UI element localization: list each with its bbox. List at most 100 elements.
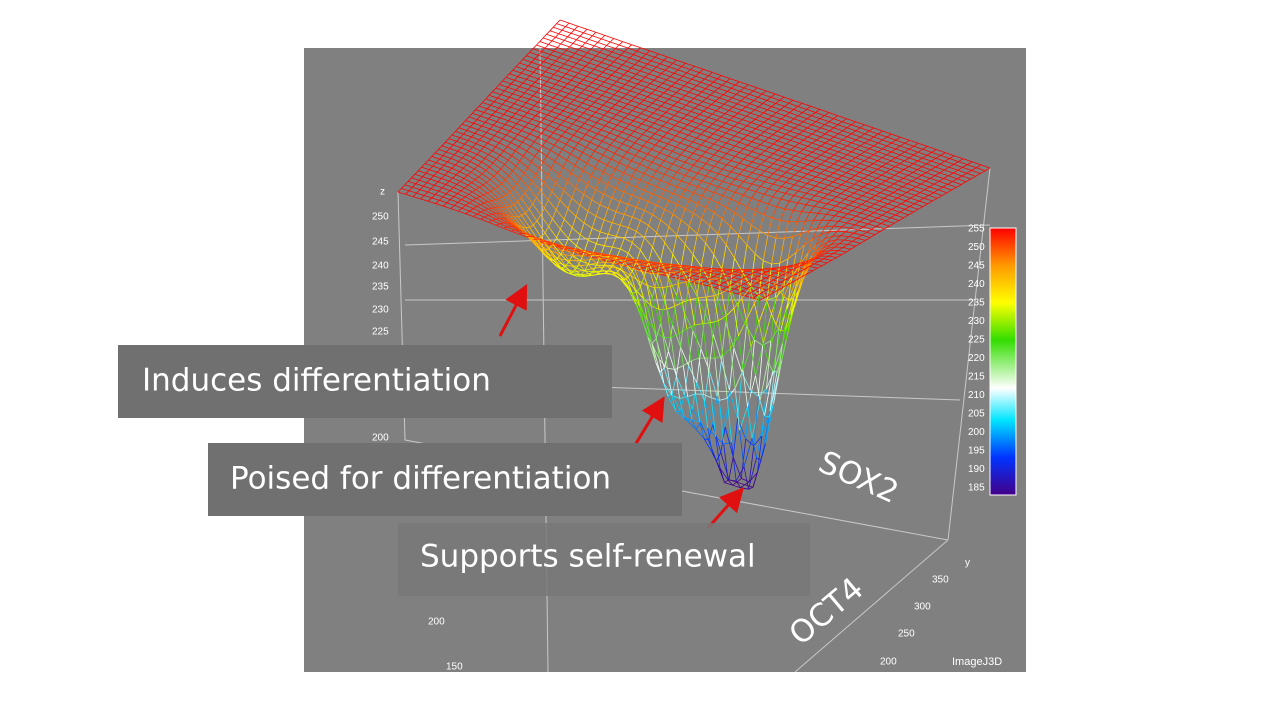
mesh-line: [824, 157, 830, 162]
mesh-line: [489, 176, 495, 180]
mesh-line: [718, 186, 727, 190]
mesh-line: [771, 267, 777, 270]
mesh-line: [622, 94, 627, 98]
mesh-line: [705, 84, 710, 89]
mesh-line: [777, 137, 782, 142]
mesh-line: [458, 123, 463, 129]
mesh-line: [574, 148, 583, 153]
mesh-line: [824, 112, 830, 116]
mesh-line: [818, 197, 824, 203]
mesh-line: [652, 186, 657, 194]
mesh-line: [852, 207, 858, 211]
mesh-line: [714, 88, 719, 92]
mesh-line: [752, 90, 763, 95]
mesh-line: [823, 184, 829, 189]
mesh-line: [638, 60, 648, 65]
mesh-line: [706, 94, 711, 99]
mesh-line: [852, 210, 861, 214]
mesh-line: [779, 290, 785, 298]
mesh-line: [505, 130, 510, 136]
mesh-line: [445, 184, 454, 188]
mesh-line: [783, 296, 789, 300]
mesh-line: [485, 122, 494, 126]
mesh-line: [543, 81, 548, 86]
mesh-line: [826, 246, 835, 249]
mesh-line: [485, 170, 495, 177]
mesh-line: [683, 82, 689, 87]
mesh-line: [663, 143, 669, 149]
mesh-line: [651, 157, 657, 163]
mesh-line: [785, 115, 795, 120]
mesh-line: [453, 144, 462, 149]
mesh-line: [478, 105, 488, 110]
mesh-line: [789, 307, 795, 323]
mesh-line: [900, 145, 910, 150]
mesh-line: [483, 202, 493, 209]
mesh-line: [721, 136, 731, 140]
mesh-line: [700, 266, 710, 282]
mesh-line: [731, 281, 737, 285]
mesh-line: [769, 369, 775, 412]
mesh-line: [656, 260, 661, 281]
mesh-line: [480, 202, 485, 205]
mesh-line: [687, 82, 697, 86]
mesh-line: [766, 340, 772, 390]
mesh-line: [735, 167, 744, 171]
mesh-line: [816, 127, 821, 132]
mesh-line: [593, 42, 598, 47]
mesh-line: [556, 245, 561, 248]
mesh-line: [446, 193, 455, 197]
mesh-line: [845, 186, 851, 191]
colorbar-tick-label: 245: [968, 261, 985, 272]
mesh-line: [586, 162, 596, 169]
mesh-line: [514, 79, 524, 84]
mesh-line: [611, 71, 616, 76]
mesh-line: [707, 104, 712, 109]
mesh-line: [628, 77, 633, 82]
mesh-line: [831, 239, 837, 245]
mesh-line: [540, 207, 545, 216]
mesh-line: [850, 245, 857, 250]
mesh-line: [657, 273, 663, 288]
mesh-line: [684, 365, 689, 395]
mesh-line: [754, 115, 760, 120]
mesh-line: [645, 53, 655, 58]
mesh-line: [751, 191, 757, 199]
mesh-line: [547, 191, 553, 201]
mesh-line: [610, 94, 615, 99]
mesh-line: [820, 226, 826, 235]
mesh-line: [559, 57, 569, 61]
mesh-line: [465, 202, 470, 206]
mesh-line: [521, 126, 526, 131]
mesh-line: [795, 271, 801, 275]
mesh-line: [562, 144, 567, 150]
mesh-line: [863, 177, 873, 182]
mesh-line: [758, 287, 767, 291]
mesh-line: [650, 122, 655, 128]
mesh-line: [593, 137, 603, 142]
mesh-line: [469, 157, 474, 162]
mesh-line: [693, 203, 698, 214]
mesh-line: [749, 288, 755, 304]
mesh-line: [421, 163, 426, 168]
mesh-line: [679, 394, 685, 412]
mesh-line: [684, 161, 694, 166]
mesh-line: [616, 121, 622, 126]
mesh-line: [676, 375, 685, 395]
mesh-line: [504, 164, 513, 172]
mesh-line: [613, 38, 623, 42]
mesh-line: [550, 54, 560, 58]
mesh-line: [572, 63, 577, 68]
mesh-line: [583, 211, 589, 224]
mesh-line: [453, 193, 458, 197]
mesh-line: [847, 213, 857, 217]
mesh-line: [531, 61, 541, 66]
mesh-line: [726, 183, 732, 190]
mesh-line: [917, 148, 923, 153]
mesh-line: [751, 285, 760, 289]
mesh-line: [543, 118, 553, 122]
mesh-line: [503, 227, 512, 232]
mesh-line: [581, 46, 591, 50]
mesh-line: [729, 271, 735, 275]
mesh-line: [564, 266, 573, 273]
